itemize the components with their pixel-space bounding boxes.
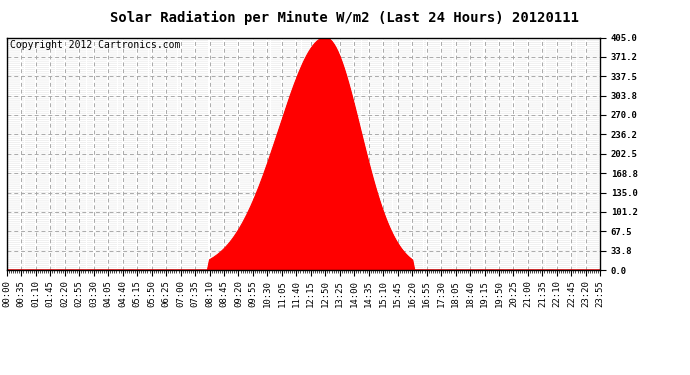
Text: Copyright 2012 Cartronics.com: Copyright 2012 Cartronics.com bbox=[10, 40, 180, 50]
Text: Solar Radiation per Minute W/m2 (Last 24 Hours) 20120111: Solar Radiation per Minute W/m2 (Last 24… bbox=[110, 11, 580, 26]
